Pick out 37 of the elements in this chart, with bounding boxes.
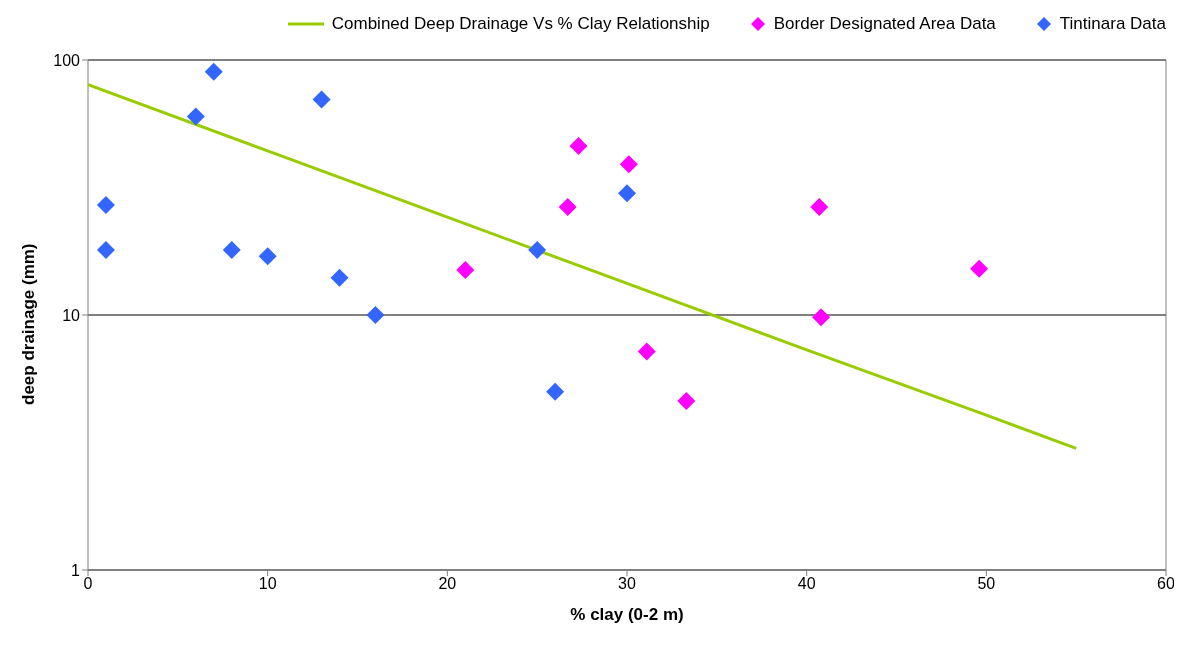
point xyxy=(546,382,565,401)
point xyxy=(812,308,831,327)
point xyxy=(96,240,115,259)
y-tick-label: 10 xyxy=(62,306,81,324)
line-series xyxy=(88,83,1078,450)
point xyxy=(677,392,696,410)
x-tick-label: 60 xyxy=(1157,575,1175,593)
point xyxy=(312,90,331,109)
point xyxy=(528,240,547,259)
point xyxy=(637,342,656,361)
y-axis-title: deep drainage (mm) xyxy=(19,243,39,405)
x-tick-label: 50 xyxy=(977,575,996,593)
point xyxy=(618,184,636,203)
x-tick-label: 20 xyxy=(438,575,457,593)
point xyxy=(970,259,989,278)
point xyxy=(96,196,115,214)
y-tick-label: 100 xyxy=(53,51,81,69)
point xyxy=(366,306,385,324)
x-tick-label: 40 xyxy=(797,575,816,593)
point xyxy=(810,198,829,217)
point xyxy=(204,62,223,81)
point xyxy=(558,198,577,217)
point xyxy=(456,261,475,280)
y-tick-label: 1 xyxy=(71,561,81,579)
x-tick-label: 30 xyxy=(618,575,636,593)
x-axis-title: % clay (0-2 m) xyxy=(570,605,684,624)
legend-label: Tintinara Data xyxy=(1059,14,1166,34)
point xyxy=(222,240,241,259)
legend-label: Combined Deep Drainage Vs % Clay Relationship xyxy=(331,14,710,34)
point xyxy=(258,247,277,266)
x-tick-label: 10 xyxy=(258,575,277,593)
point xyxy=(619,155,638,174)
legend-label: Border Designated Area Data xyxy=(773,14,996,34)
x-tick-label: 0 xyxy=(83,575,93,593)
point xyxy=(330,268,349,287)
point xyxy=(569,137,588,155)
point xyxy=(186,107,205,126)
